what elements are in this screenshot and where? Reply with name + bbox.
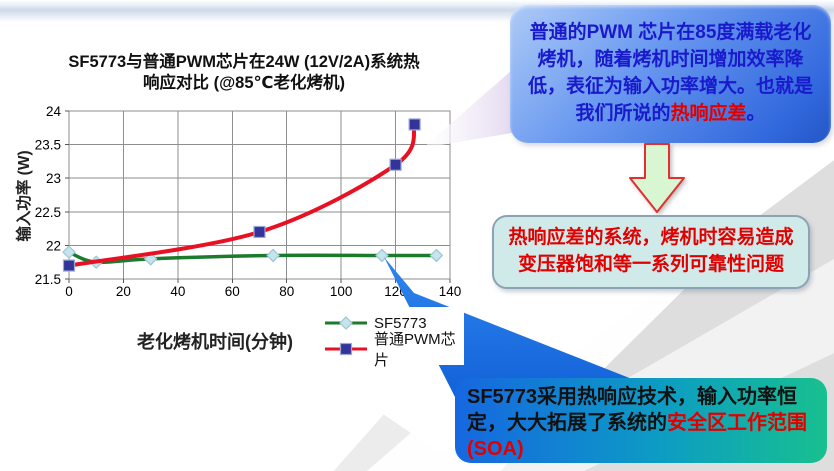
marker-diamond	[266, 248, 280, 263]
axis-ticks	[65, 110, 451, 283]
svg-text:SF5773与普通PWM芯片在24W (12V/2A)系统热: SF5773与普通PWM芯片在24W (12V/2A)系统热	[68, 51, 420, 71]
callout-top-seg1: 普通的PWM 芯片在85度满载老化烤机，随着烤机时间增加效率降低，表征为输入功率…	[527, 22, 813, 124]
marker-square	[253, 225, 266, 239]
callout-bottom: SF5773采用热响应技术，输入功率恒定，大大拓展了系统的安全区工作范围(SOA…	[455, 378, 827, 463]
marker-diamond	[339, 316, 353, 330]
svg-text:24: 24	[46, 104, 62, 119]
svg-text:100: 100	[330, 284, 353, 299]
chart-legend: SF5773 普通PWM芯片	[320, 307, 464, 369]
callout-top-text: 普通的PWM 芯片在85度满载老化烤机，随着烤机时间增加效率降低，表征为输入功率…	[523, 20, 818, 128]
legend-label: SF5773	[374, 314, 427, 332]
x-axis-title: 老化烤机时间(分钟)	[137, 331, 293, 352]
legend-item-普通PWM芯片: 普通PWM芯片	[322, 331, 462, 369]
y-tick-labels: 21.5 22 22.5 23 23.5 24	[35, 104, 62, 287]
marker-square	[389, 158, 402, 171]
svg-text:40: 40	[170, 284, 185, 299]
x-tick-labels: 0 20 40 60 80 100 120 140	[65, 284, 461, 299]
callout-bottom-seg1: SF5773采用热响应技术，输入功率恒定，大大拓展了系统的	[467, 386, 798, 434]
svg-text:响应对比 (@85℃老化烤机): 响应对比 (@85℃老化烤机)	[143, 72, 345, 92]
svg-text:23.5: 23.5	[35, 138, 61, 153]
callout-middle: 热响应差的系统，烤机时容易造成变压器饱和等一系列可靠性问题	[492, 215, 810, 289]
svg-text:21.5: 21.5	[35, 272, 61, 287]
callout-middle-text: 热响应差的系统，烤机时容易造成变压器饱和等一系列可靠性问题	[508, 227, 794, 275]
legend-item-SF5773: SF5773	[322, 310, 462, 336]
callout-top-seg2: 热响应差	[670, 102, 747, 124]
marker-diamond	[429, 248, 444, 263]
callout-top: 普通的PWM 芯片在85度满载老化烤机，随着烤机时间增加效率降低，表征为输入功率…	[510, 5, 831, 143]
callout-bottom-text: SF5773采用热响应技术，输入功率恒定，大大拓展了系统的安全区工作范围(SOA…	[467, 384, 815, 462]
marker-square	[339, 342, 353, 356]
svg-text:20: 20	[116, 284, 131, 299]
y-axis-title: 输入功率 (W)	[14, 150, 33, 241]
marker-square	[62, 259, 76, 272]
lavender-connector-wedge	[423, 70, 512, 148]
svg-text:22: 22	[46, 238, 61, 253]
series-普通PWM芯片	[62, 118, 421, 272]
svg-text:0: 0	[65, 284, 73, 299]
svg-text:23: 23	[46, 171, 61, 186]
svg-text:60: 60	[225, 284, 240, 299]
svg-text:140: 140	[439, 284, 462, 299]
down-arrow-icon	[629, 143, 685, 213]
down-arrow-shape	[629, 143, 685, 213]
callout-top-seg3: 。	[746, 102, 766, 124]
callout-bottom-seg2: 安全区工作范围(SOA)	[467, 412, 807, 460]
svg-text:80: 80	[279, 284, 294, 299]
marker-diamond	[62, 245, 76, 259]
legend-marker-icon	[325, 342, 367, 356]
chart-grid	[68, 110, 451, 280]
svg-text:22.5: 22.5	[35, 205, 61, 220]
legend-marker-icon	[325, 316, 367, 330]
marker-square	[408, 118, 421, 131]
legend-label: 普通PWM芯片	[374, 331, 456, 369]
